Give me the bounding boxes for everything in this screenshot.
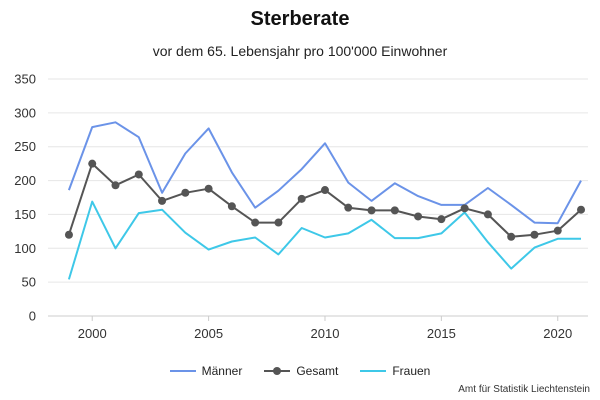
y-tick-label: 200 [14,173,36,188]
data-point-gesamt [111,181,120,190]
data-point-gesamt [437,215,446,224]
data-point-gesamt [344,203,353,212]
legend-swatch [169,370,196,372]
legend-label: Frauen [392,364,431,378]
source-note: Amt für Statistik Liechtenstein [458,384,590,395]
data-point-gesamt [507,232,516,241]
y-tick-label: 150 [14,207,36,222]
x-tick-label: 2015 [427,326,456,341]
data-point-gesamt [64,230,73,239]
data-point-gesamt [530,230,539,239]
y-tick-label: 0 [29,309,36,324]
y-tick-label: 50 [22,275,36,290]
data-point-gesamt [227,202,236,211]
x-tick-label: 2010 [311,326,340,341]
data-point-gesamt [367,206,376,215]
legend-label: Gesamt [296,364,339,378]
y-tick-label: 100 [14,241,36,256]
chart-legend: Männer Gesamt Frauen [0,364,600,378]
legend-item-frauen[interactable]: Frauen [360,364,430,378]
data-point-gesamt [297,194,306,203]
data-point-gesamt [158,196,167,205]
chart-subtitle: vor dem 65. Lebensjahr pro 100'000 Einwo… [152,43,448,59]
y-tick-label: 300 [14,105,36,120]
data-point-gesamt [320,186,329,195]
data-point-gesamt [204,184,213,193]
x-tick-label: 2020 [543,326,572,341]
data-point-gesamt [483,210,492,219]
data-point-gesamt [88,159,97,168]
legend-item-m-nner[interactable]: Männer [169,364,243,378]
data-point-gesamt [460,204,469,213]
data-point-gesamt [414,212,423,221]
legend-label: Männer [201,364,243,378]
data-point-gesamt [134,170,143,179]
chart-title: Sterberate [250,8,350,30]
data-point-gesamt [553,226,562,235]
x-tick-label: 2000 [78,326,107,341]
series-line-frauen [67,200,581,280]
x-tick-label: 2005 [194,326,223,341]
data-point-gesamt [390,206,399,215]
legend-item-gesamt[interactable]: Gesamt [264,364,338,378]
legend-swatch [360,370,387,372]
data-point-gesamt [251,218,260,227]
y-tick-label: 350 [14,72,36,87]
series-line-m-nner [67,121,582,225]
data-point-gesamt [274,218,283,227]
y-tick-label: 250 [14,139,36,154]
legend-swatch [264,367,291,375]
data-point-gesamt [181,188,190,197]
data-point-gesamt [577,205,586,214]
